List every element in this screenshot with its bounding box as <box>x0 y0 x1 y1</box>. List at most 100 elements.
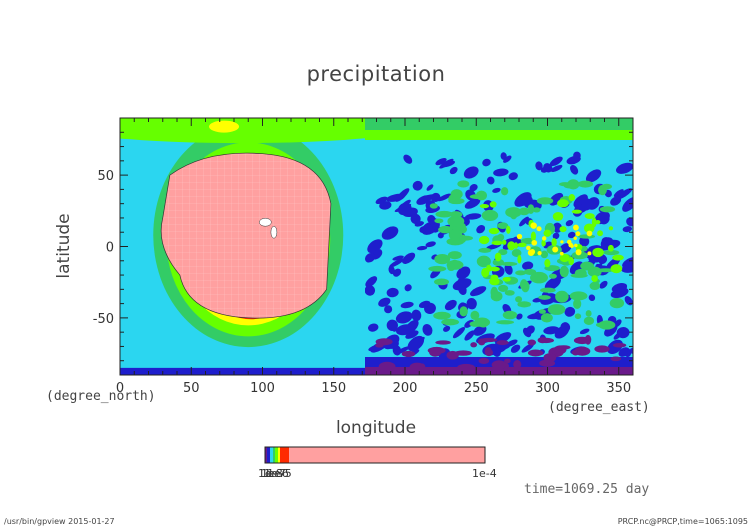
dry-cell <box>559 243 572 254</box>
dry-cell <box>622 197 633 212</box>
core-hole <box>270 225 278 239</box>
south-cell <box>457 363 475 371</box>
wetter-cell <box>552 212 564 221</box>
dry-cell <box>464 319 474 328</box>
dry-cell <box>567 231 576 239</box>
dry-cell <box>469 184 478 192</box>
dry-cell <box>411 309 422 322</box>
colorbar-max-label: 1e-4 <box>472 467 497 480</box>
south-cell <box>478 357 490 364</box>
north-band-light <box>365 130 633 140</box>
y-tick-label: -50 <box>93 312 114 327</box>
wet-cell <box>509 207 518 220</box>
wetter-cell <box>583 223 595 233</box>
x-tick-label: 250 <box>464 381 489 396</box>
south-cell <box>527 339 537 346</box>
wet-cell <box>585 310 592 317</box>
wetter-cell <box>489 201 497 208</box>
axes: 0 50 100 150 200 250 300 350 -50 0 50 <box>93 117 634 396</box>
dry-cell <box>384 305 393 314</box>
contour-band-8 <box>160 152 332 319</box>
dry-cell <box>404 319 419 334</box>
wet-cell <box>470 310 480 320</box>
wet-cell <box>429 203 438 209</box>
colorbar-swatch <box>275 447 278 463</box>
south-cell <box>375 343 384 348</box>
chart-title: precipitation <box>306 62 446 86</box>
dry-cell <box>463 166 479 179</box>
y-tick-label: 50 <box>97 169 114 184</box>
wetter-cell <box>608 226 614 231</box>
dry-cell <box>444 299 457 311</box>
dry-cell <box>613 189 624 198</box>
south-cell <box>610 356 622 362</box>
wetter-cell <box>494 252 502 262</box>
dry-cell <box>405 330 419 339</box>
dry-cell <box>544 276 561 291</box>
wet-cell <box>530 271 548 284</box>
dry-cell <box>435 157 447 166</box>
wetter-cell <box>502 239 507 245</box>
dry-cell <box>381 226 399 240</box>
wetter-cell <box>607 244 614 252</box>
wet-cell <box>459 234 467 243</box>
footer-command: /usr/bin/gpview 2015-01-27 <box>4 517 115 526</box>
wet-cell <box>433 278 450 286</box>
peak-cell <box>560 240 564 244</box>
colorbar-label: 1e-5 <box>267 467 292 480</box>
south-cell <box>435 340 451 345</box>
dry-cell <box>416 245 428 251</box>
dry-cell <box>386 193 405 202</box>
wetter-cell <box>571 209 582 214</box>
wet-cell <box>479 322 488 328</box>
wet-cell <box>434 253 451 265</box>
wet-cell <box>559 265 569 278</box>
wet-cell <box>434 218 444 224</box>
x-tick-label: 0 <box>116 381 124 396</box>
wet-cell <box>498 248 508 256</box>
heatmap-field <box>120 118 633 375</box>
wetter-cell <box>502 276 511 282</box>
wetter-cell <box>517 242 527 248</box>
peak-cell <box>575 231 581 237</box>
south-cell <box>504 358 511 364</box>
wet-cell <box>435 210 454 218</box>
south-cell <box>401 350 416 357</box>
south-cell <box>574 346 591 356</box>
south-cell <box>477 338 486 346</box>
south-cell <box>594 345 610 353</box>
wet-cell <box>498 284 509 292</box>
wet-cell <box>547 304 566 315</box>
dry-cell <box>470 286 487 297</box>
dry-cell <box>403 154 413 164</box>
wet-cell <box>490 291 503 302</box>
dry-cell <box>622 226 633 233</box>
wetter-cell <box>479 203 490 209</box>
peak-cell <box>541 236 547 241</box>
dry-cell <box>624 296 633 306</box>
north-yellow-spot <box>209 120 240 133</box>
wetter-cell <box>490 274 499 280</box>
dry-cell <box>588 294 596 302</box>
south-cell <box>484 349 493 357</box>
dry-cell <box>401 199 411 207</box>
wet-cell <box>428 265 447 272</box>
wet-cell <box>540 313 553 323</box>
dry-cell <box>375 196 388 205</box>
peak-cell <box>526 245 531 251</box>
dry-cell <box>388 265 395 275</box>
wetter-cell <box>584 213 595 220</box>
dry-cell <box>535 161 543 171</box>
colorbar-swatch <box>280 447 289 463</box>
colorbar-label: 1e-6 <box>264 467 289 480</box>
x-tick-label: 350 <box>606 381 631 396</box>
dry-cell <box>365 252 376 263</box>
dry-cell <box>410 213 421 225</box>
wetter-cell <box>592 247 604 258</box>
wet-cell <box>518 207 530 216</box>
dry-cell <box>365 276 378 288</box>
dry-cell <box>437 193 452 202</box>
dry-cell <box>564 306 576 317</box>
dry-cell <box>397 202 412 216</box>
wet-cell <box>469 194 484 199</box>
